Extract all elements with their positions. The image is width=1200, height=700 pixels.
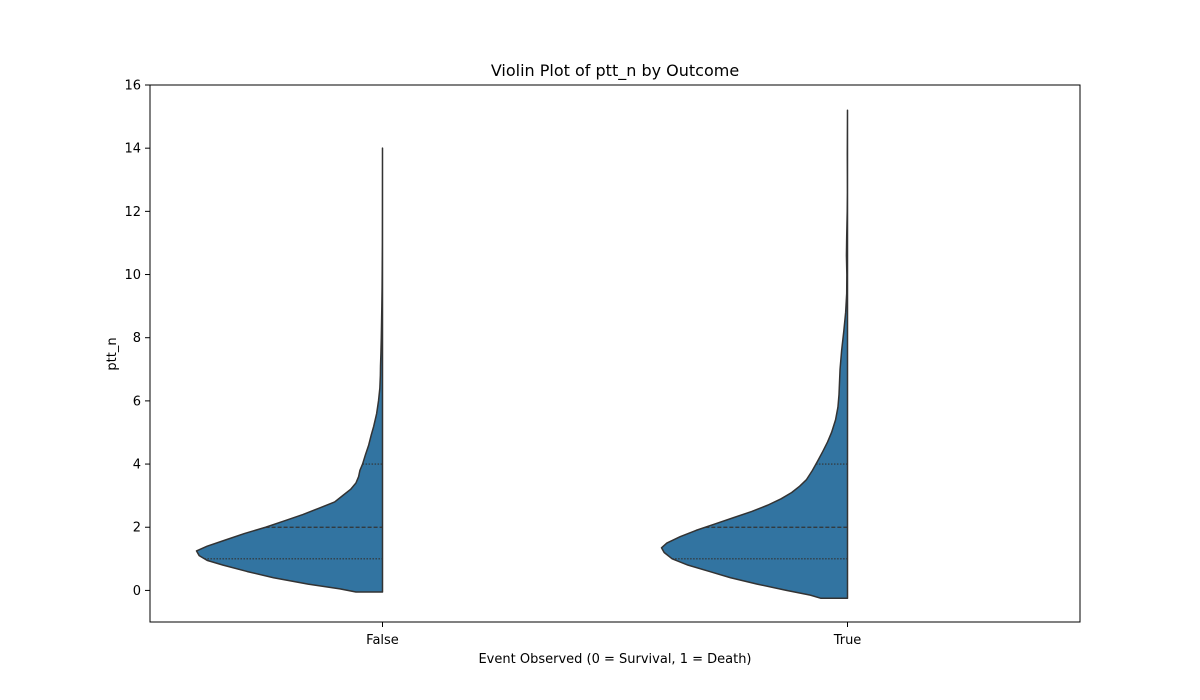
y-tick-label: 0 — [133, 584, 141, 599]
y-tick-label: 6 — [133, 394, 141, 409]
y-tick-label: 12 — [124, 205, 141, 220]
chart-title: Violin Plot of ptt_n by Outcome — [491, 61, 739, 81]
x-tick-label: True — [833, 633, 862, 648]
plot-frame — [149, 84, 1081, 623]
y-tick-label: 4 — [133, 458, 141, 473]
y-axis-label: ptt_n — [105, 337, 120, 370]
y-tick-label: 10 — [124, 268, 141, 283]
violin-true — [660, 109, 849, 600]
violin-false — [195, 147, 384, 593]
x-axis: False True — [366, 622, 861, 648]
x-axis-label: Event Observed (0 = Survival, 1 = Death) — [478, 652, 751, 667]
y-tick-label: 2 — [133, 521, 141, 536]
y-tick-label: 8 — [133, 331, 141, 346]
y-tick-label: 14 — [124, 142, 141, 157]
y-tick-label: 16 — [124, 79, 141, 94]
x-tick-label: False — [366, 633, 399, 648]
y-axis: 0 2 4 6 8 10 12 14 16 — [124, 79, 150, 599]
violins-layer — [195, 109, 849, 600]
